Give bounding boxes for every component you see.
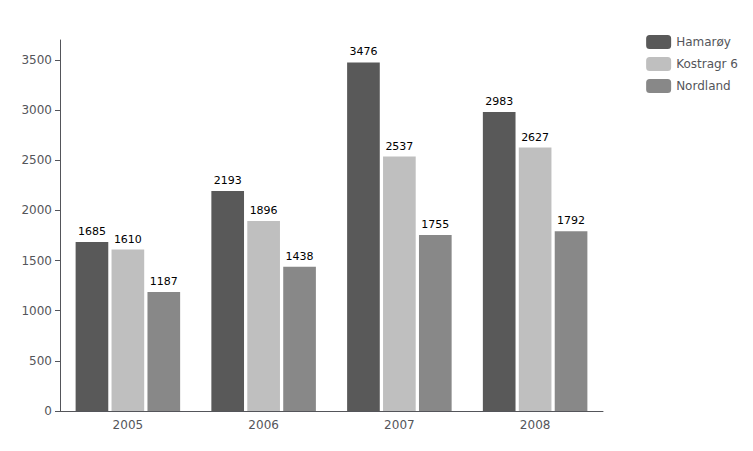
svg-text:Hamarøy: Hamarøy [676, 35, 731, 49]
svg-text:0: 0 [44, 404, 52, 418]
svg-text:Kostragr 6: Kostragr 6 [676, 57, 738, 71]
svg-text:3476: 3476 [349, 45, 377, 58]
svg-text:2983: 2983 [485, 95, 513, 108]
svg-text:1438: 1438 [286, 250, 314, 263]
svg-text:3500: 3500 [21, 53, 52, 67]
svg-text:2007: 2007 [384, 418, 415, 432]
svg-text:1000: 1000 [21, 304, 52, 318]
svg-text:1755: 1755 [421, 218, 449, 231]
svg-text:500: 500 [29, 354, 52, 368]
svg-text:2006: 2006 [248, 418, 279, 432]
svg-text:2000: 2000 [21, 203, 52, 217]
svg-text:1685: 1685 [78, 225, 106, 238]
svg-text:2005: 2005 [113, 418, 144, 432]
svg-text:2008: 2008 [520, 418, 551, 432]
svg-text:3000: 3000 [21, 103, 52, 117]
svg-text:Nordland: Nordland [676, 79, 731, 93]
svg-text:2627: 2627 [521, 131, 549, 144]
svg-text:2537: 2537 [385, 140, 413, 153]
svg-text:1187: 1187 [150, 275, 178, 288]
svg-text:2193: 2193 [214, 174, 242, 187]
svg-text:1896: 1896 [250, 204, 278, 217]
svg-text:1610: 1610 [114, 233, 142, 246]
svg-text:2500: 2500 [21, 153, 52, 167]
svg-text:1792: 1792 [557, 214, 585, 227]
svg-text:1500: 1500 [21, 254, 52, 268]
